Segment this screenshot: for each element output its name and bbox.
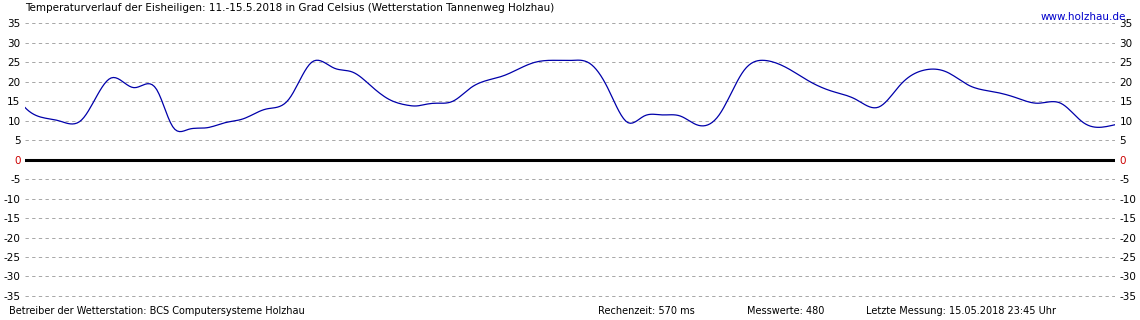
- Text: Rechenzeit: 570 ms: Rechenzeit: 570 ms: [598, 306, 695, 316]
- Text: Betreiber der Wetterstation: BCS Computersysteme Holzhau: Betreiber der Wetterstation: BCS Compute…: [9, 306, 304, 316]
- Text: Temperaturverlauf der Eisheiligen: 11.-15.5.2018 in Grad Celsius (Wetterstation : Temperaturverlauf der Eisheiligen: 11.-1…: [25, 4, 554, 13]
- Text: www.holzhau.de: www.holzhau.de: [1041, 12, 1126, 22]
- Text: Letzte Messung: 15.05.2018 23:45 Uhr: Letzte Messung: 15.05.2018 23:45 Uhr: [866, 306, 1057, 316]
- Text: Messwerte: 480: Messwerte: 480: [747, 306, 824, 316]
